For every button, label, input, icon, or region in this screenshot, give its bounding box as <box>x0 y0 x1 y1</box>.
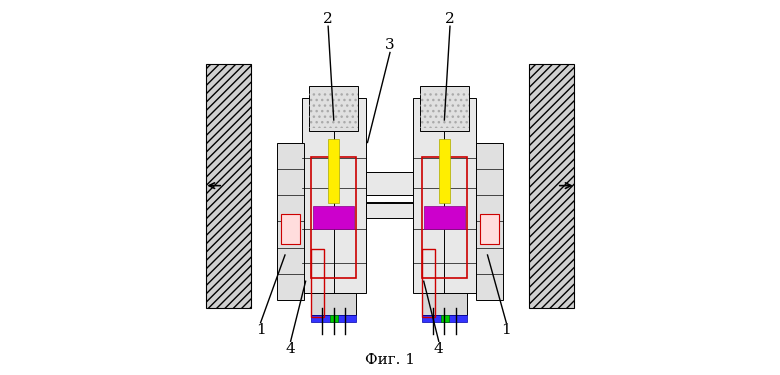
Text: 1: 1 <box>502 323 511 337</box>
Text: 1: 1 <box>256 323 265 337</box>
Text: 4: 4 <box>434 342 444 356</box>
Bar <box>385 172 413 195</box>
Bar <box>278 142 303 300</box>
Text: 3: 3 <box>385 38 395 52</box>
Bar <box>310 86 358 131</box>
Bar <box>424 206 465 229</box>
Bar <box>311 249 324 317</box>
Text: 4: 4 <box>285 342 296 356</box>
Bar <box>438 139 450 202</box>
Bar <box>529 64 574 308</box>
Bar <box>282 214 300 244</box>
Bar <box>413 98 477 292</box>
Bar <box>366 172 413 195</box>
Bar <box>422 315 467 322</box>
Bar <box>420 86 469 131</box>
Text: Фиг. 1: Фиг. 1 <box>365 354 415 368</box>
Text: 2: 2 <box>445 12 455 26</box>
Bar <box>330 315 339 322</box>
Bar <box>366 172 394 195</box>
Bar <box>477 142 502 300</box>
Bar <box>420 90 469 128</box>
Bar <box>480 214 498 244</box>
Bar <box>311 292 356 315</box>
Bar <box>366 202 394 217</box>
Bar <box>422 158 467 278</box>
Bar <box>385 202 413 217</box>
Bar <box>313 206 354 229</box>
Bar <box>206 64 251 308</box>
Bar <box>366 202 413 217</box>
Bar <box>311 158 356 278</box>
Bar <box>302 98 366 292</box>
Bar <box>328 139 339 202</box>
Bar <box>422 249 435 317</box>
Text: 2: 2 <box>323 12 333 26</box>
Bar <box>441 315 448 322</box>
Bar <box>422 292 467 315</box>
Bar <box>310 90 358 128</box>
Bar <box>311 315 356 322</box>
